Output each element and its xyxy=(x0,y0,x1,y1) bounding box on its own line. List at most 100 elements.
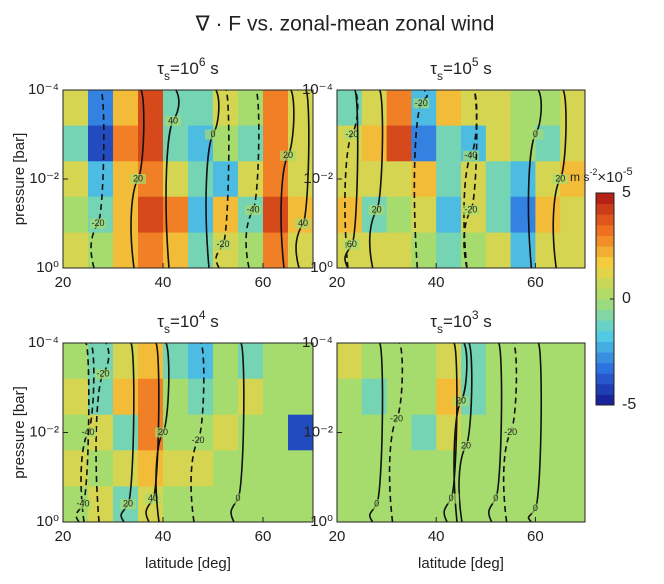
heat-cell xyxy=(63,196,89,234)
contour-label-bg xyxy=(388,414,405,425)
contour-label: 0 xyxy=(449,493,454,503)
heat-cell xyxy=(238,125,264,162)
heat-cell xyxy=(288,161,314,198)
heat-cell xyxy=(113,125,139,162)
contour-line xyxy=(165,89,180,269)
heat-cell xyxy=(411,232,437,269)
contour-label-bg xyxy=(552,174,569,184)
heat-cell xyxy=(263,343,289,380)
panel-title-text: =10 xyxy=(443,59,472,78)
heat-cell xyxy=(113,232,139,269)
heat-cell xyxy=(411,450,437,487)
heat-cell xyxy=(485,90,512,127)
y-tick-label: 10⁻⁴ xyxy=(28,81,59,98)
heat-cell xyxy=(288,414,314,451)
panel-title: τs=103 s xyxy=(430,308,491,336)
colorbar-step xyxy=(596,246,614,258)
heat-cell xyxy=(461,90,487,127)
contour-line xyxy=(95,342,110,523)
contour-label: 60 xyxy=(347,239,357,249)
colorbar-step xyxy=(596,320,614,332)
panel-title-unit: s xyxy=(206,59,219,78)
heat-cell xyxy=(263,196,289,234)
panel-title-symbol: τ xyxy=(157,59,164,78)
contour-label: -20 xyxy=(96,369,109,379)
heat-cell xyxy=(485,378,512,416)
contour-label: 20 xyxy=(555,173,565,183)
colorbar-unit: m s-2×10-5 xyxy=(570,166,633,186)
heat-cell xyxy=(560,486,586,523)
contour-label-bg xyxy=(413,98,430,109)
contour-label-bg xyxy=(487,493,504,504)
contour-line xyxy=(443,342,458,523)
contour-label-bg xyxy=(205,129,221,140)
panel-title-symbol: τ xyxy=(430,59,437,78)
contour-line xyxy=(487,342,503,523)
heat-cell xyxy=(238,486,264,523)
contour-label: 20 xyxy=(372,204,382,214)
heat-cell xyxy=(138,486,164,523)
contour-label-bg xyxy=(368,205,385,216)
y-tick-label: 10⁻⁴ xyxy=(302,81,333,98)
y-axis-label: pressure [bar] xyxy=(11,133,28,226)
heat-cell xyxy=(535,378,561,416)
heat-cell xyxy=(113,450,139,487)
heat-cell xyxy=(361,414,388,451)
panel-title-sup: 5 xyxy=(472,55,479,69)
x-tick-label: 40 xyxy=(428,274,445,291)
colorbar-step xyxy=(596,394,614,406)
y-tick-label: 10⁻² xyxy=(29,423,59,440)
contour-label: 40 xyxy=(298,218,308,228)
x-tick-label: 40 xyxy=(428,528,445,545)
heat-cell xyxy=(535,232,561,269)
heat-cell xyxy=(213,378,239,416)
contour-label-bg xyxy=(502,427,519,438)
heat-cell xyxy=(386,125,412,162)
heat-cell xyxy=(188,486,214,523)
heat-cell xyxy=(361,343,388,380)
x-tick-label: 20 xyxy=(329,274,346,291)
contour-label-bg xyxy=(527,503,544,514)
heat-cell xyxy=(386,450,412,487)
heat-cell xyxy=(461,343,487,380)
colorbar-step xyxy=(596,224,614,236)
contour-line xyxy=(344,89,359,269)
heat-cell xyxy=(263,414,289,451)
contour-label-bg xyxy=(295,218,311,229)
contour-label: -20 xyxy=(91,218,104,228)
heat-cell xyxy=(238,414,264,451)
heat-cell xyxy=(436,232,462,269)
heat-cell xyxy=(288,343,314,380)
contour-label-bg xyxy=(190,435,206,446)
heat-cell xyxy=(163,450,189,487)
contour-line xyxy=(215,89,230,269)
heat-cell xyxy=(461,161,487,198)
contour-label-bg xyxy=(90,218,106,229)
contour-label: -20 xyxy=(191,435,204,445)
y-tick-label: 10⁻² xyxy=(303,170,333,187)
heat-cell xyxy=(436,125,462,162)
x-tick-label: 20 xyxy=(55,274,72,291)
heat-cell xyxy=(411,486,437,523)
heat-cell xyxy=(337,90,363,127)
contour-label: 20 xyxy=(158,427,168,437)
colorbar-step xyxy=(596,352,614,364)
heat-cell xyxy=(88,486,114,523)
colorbar-step xyxy=(596,330,614,342)
heat-cell xyxy=(461,450,487,487)
colorbar-step xyxy=(596,288,614,300)
heat-cell xyxy=(337,232,363,269)
x-axis-label: latitude [deg] xyxy=(145,555,231,572)
heat-cell xyxy=(213,414,239,451)
heat-cell xyxy=(88,90,114,127)
colorbar-tick-label: 5 xyxy=(622,184,631,201)
heat-cell xyxy=(386,90,412,127)
heat-cell xyxy=(288,486,314,523)
x-tick-label: 60 xyxy=(527,528,544,545)
heat-cell xyxy=(510,90,536,127)
heat-cell xyxy=(113,196,139,234)
contour-label-bg xyxy=(155,427,171,438)
heat-cell xyxy=(263,450,289,487)
heat-cell xyxy=(411,378,437,416)
